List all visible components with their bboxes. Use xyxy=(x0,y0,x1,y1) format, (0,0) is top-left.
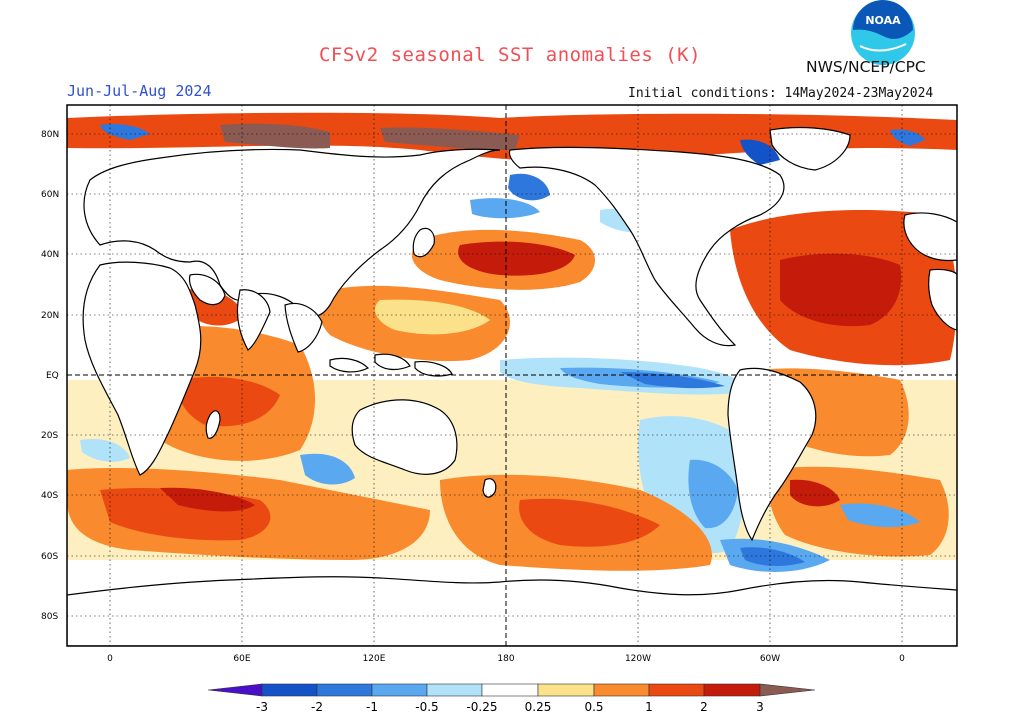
lat-label: 20N xyxy=(41,311,59,321)
colorbar-tick-label: 0.25 xyxy=(525,700,552,714)
colorbar-tick-label: -1 xyxy=(366,700,378,714)
colorbar-segment xyxy=(261,683,318,697)
colorbar-tick-label: -2 xyxy=(311,700,323,714)
colorbar-segment xyxy=(593,683,650,697)
colorbar-segment xyxy=(371,683,428,697)
colorbar-tick-label: 1 xyxy=(645,700,653,714)
lat-label: 40N xyxy=(41,250,59,260)
colorbar-tick-label: -0.25 xyxy=(466,700,497,714)
colorbar-segment xyxy=(537,683,595,697)
lat-label: 60S xyxy=(41,552,58,562)
colorbar-segment xyxy=(481,683,539,697)
noaa-logo-icon: NOAA xyxy=(851,0,915,65)
lat-label: 40S xyxy=(41,491,58,501)
agency-label: NWS/NCEP/CPC xyxy=(806,58,926,76)
colorbar-tick-label: 0.5 xyxy=(584,700,603,714)
colorbar-segment xyxy=(207,683,263,697)
lon-label: 60E xyxy=(233,654,250,664)
lon-label: 120W xyxy=(625,654,651,664)
lon-label: 0 xyxy=(107,654,113,664)
colorbar-segment xyxy=(316,683,373,697)
season-label: Jun-Jul-Aug 2024 xyxy=(67,82,212,100)
map-title: CFSv2 seasonal SST anomalies (K) xyxy=(318,44,702,66)
logo-text: NOAA xyxy=(865,14,901,27)
lat-label: 20S xyxy=(41,431,58,441)
colorbar-tick-label: 3 xyxy=(756,700,764,714)
latitude-labels: 80N 60N 40N 20N EQ 20S 40S 60S 80S xyxy=(41,130,59,622)
longitude-labels: 0 60E 120E 180 120W 60W 0 xyxy=(107,654,905,664)
lon-label: 60W xyxy=(760,654,780,664)
colorbar-tick-label: -0.5 xyxy=(415,700,438,714)
colorbar-labels: -3 -2 -1 -0.5 -0.25 0.25 0.5 1 2 3 xyxy=(256,700,764,714)
lat-label: 80S xyxy=(41,612,58,622)
lon-label: 180 xyxy=(497,654,514,664)
colorbar-tick-label: 2 xyxy=(700,700,708,714)
lat-label: 60N xyxy=(41,190,59,200)
colorbar xyxy=(207,683,816,697)
lat-label: 80N xyxy=(41,130,59,140)
colorbar-segment xyxy=(426,683,483,697)
initial-conditions-label: Initial conditions: 14May2024-23May2024 xyxy=(628,86,934,101)
lat-label: EQ xyxy=(46,371,59,381)
colorbar-segment xyxy=(648,683,705,697)
colorbar-segment xyxy=(759,683,816,697)
sst-anomaly-field xyxy=(67,105,957,646)
colorbar-segment xyxy=(703,683,761,697)
colorbar-tick-label: -3 xyxy=(256,700,268,714)
lon-label: 0 xyxy=(899,654,905,664)
continents xyxy=(67,126,957,646)
lon-label: 120E xyxy=(363,654,386,664)
map-frame xyxy=(66,104,958,647)
